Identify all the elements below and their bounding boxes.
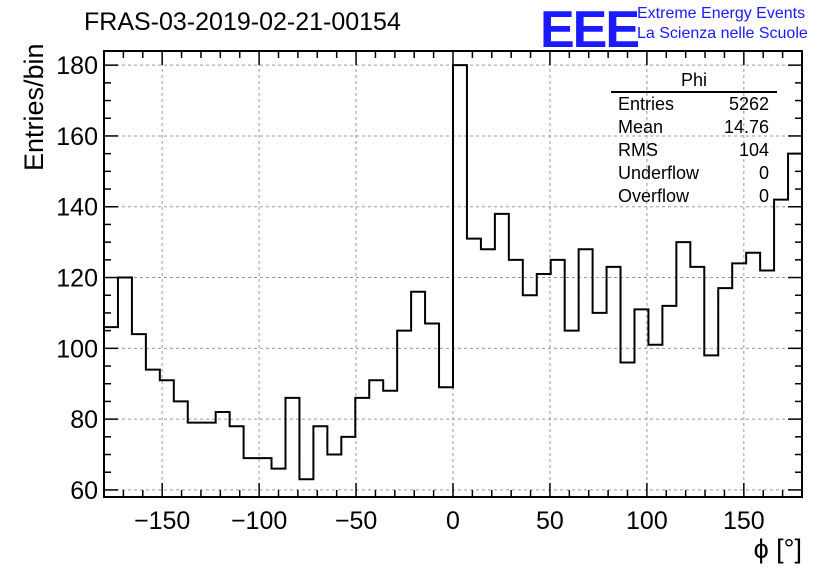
histogram-bin xyxy=(593,313,607,497)
histogram-bin xyxy=(621,362,635,497)
x-tick-label: 100 xyxy=(626,507,668,535)
histogram-series xyxy=(104,64,802,481)
histogram-bin xyxy=(160,380,174,497)
y-tick-label: 100 xyxy=(56,335,98,363)
histogram-bin xyxy=(788,154,802,497)
logo-line-1: Extreme Energy Events xyxy=(637,5,806,22)
x-axis-label: ϕ [°] xyxy=(753,534,802,564)
histogram-bin xyxy=(397,331,411,497)
stats-value: 0 xyxy=(758,186,769,206)
histogram-bin xyxy=(718,288,732,497)
x-tick-label: −100 xyxy=(231,507,287,535)
histogram-bin xyxy=(202,423,216,497)
histogram-bin xyxy=(118,278,132,497)
histogram-bin xyxy=(355,398,369,497)
histogram-bin xyxy=(453,65,467,497)
histogram-bin xyxy=(285,398,299,497)
stats-row-mean: Mean 14.76 xyxy=(611,116,777,139)
histogram-bin xyxy=(341,437,355,497)
histogram-bin xyxy=(537,274,551,497)
x-tick-label: −150 xyxy=(134,507,190,535)
histogram-bin xyxy=(676,242,690,497)
histogram-bin xyxy=(607,267,621,497)
y-tick-label: 120 xyxy=(56,265,98,293)
histogram-bin xyxy=(634,309,648,497)
histogram-bin xyxy=(467,239,481,497)
histogram-bin xyxy=(132,334,146,497)
histogram-bin xyxy=(746,253,760,497)
y-tick-label: 60 xyxy=(70,477,98,505)
stats-label: Underflow xyxy=(618,163,700,183)
chart-title: FRAS-03-2019-02-21-00154 xyxy=(84,8,401,36)
stats-value: 0 xyxy=(758,163,769,183)
y-tick-label: 140 xyxy=(56,194,98,222)
histogram-bin xyxy=(425,324,439,497)
stats-row-entries: Entries 5262 xyxy=(611,93,777,116)
stats-row-underflow: Underflow 0 xyxy=(611,162,777,185)
stats-box: Phi Entries 5262 Mean 14.76 RMS 104 Unde… xyxy=(611,70,777,208)
histogram-bin xyxy=(244,458,258,497)
histogram-bin xyxy=(481,249,495,497)
x-tick-label: −50 xyxy=(335,507,377,535)
logo-line-2: La Scienza nelle Scuole xyxy=(637,25,808,42)
histogram-bin xyxy=(551,260,565,497)
x-tick-label: 150 xyxy=(723,507,765,535)
eee-logo: EEE xyxy=(540,1,640,59)
y-tick-label: 180 xyxy=(56,52,98,80)
y-tick-label: 160 xyxy=(56,123,98,151)
y-tick-label: 80 xyxy=(70,406,98,434)
histogram-bin xyxy=(369,380,383,497)
histogram-bin xyxy=(565,331,579,497)
histogram-bin xyxy=(509,260,523,497)
x-tick-label: 0 xyxy=(446,507,460,535)
stats-name: Phi xyxy=(611,70,777,93)
y-axis-label: Entries/bin xyxy=(19,43,49,171)
stats-label: Entries xyxy=(618,94,675,114)
histogram-bin xyxy=(662,306,676,497)
histogram-bin xyxy=(230,426,244,497)
stats-label: RMS xyxy=(618,140,658,160)
logo-caption: Extreme Energy Events La Scienza nelle S… xyxy=(637,4,808,44)
histogram-bin xyxy=(648,345,662,497)
stats-label: Mean xyxy=(618,117,664,137)
stats-row-overflow: Overflow 0 xyxy=(611,185,777,208)
histogram-bin xyxy=(299,479,313,497)
stats-value: 5262 xyxy=(728,94,769,114)
stats-label: Overflow xyxy=(618,186,690,206)
histogram-bin xyxy=(411,292,425,497)
histogram-bin xyxy=(579,249,593,497)
histogram-bin xyxy=(523,295,537,497)
histogram-bin xyxy=(174,401,188,497)
histogram-bin xyxy=(327,455,341,497)
histogram-bin xyxy=(495,214,509,497)
histogram-bin xyxy=(313,426,327,497)
stats-row-rms: RMS 104 xyxy=(611,139,777,162)
histogram-bin xyxy=(760,270,774,497)
stats-value: 14.76 xyxy=(723,117,769,137)
histogram-bin xyxy=(383,391,397,497)
histogram-bin xyxy=(146,370,160,497)
stats-value: 104 xyxy=(738,140,769,160)
histogram-bin xyxy=(216,412,230,497)
histogram-bin xyxy=(188,423,202,497)
x-tick-label: 50 xyxy=(536,507,564,535)
histogram-bin xyxy=(439,387,453,497)
histogram-bin xyxy=(774,200,788,497)
histogram-bin xyxy=(690,267,704,497)
histogram-bin xyxy=(704,355,718,497)
histogram-bin xyxy=(732,263,746,497)
